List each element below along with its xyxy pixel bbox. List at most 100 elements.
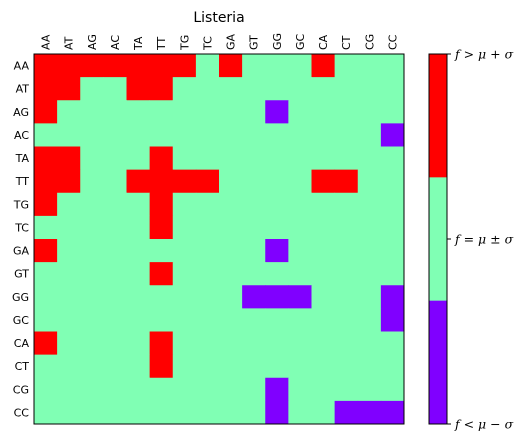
heatmap-cell-CG-AA	[34, 377, 58, 402]
heatmap-cell-CC-CC	[380, 400, 405, 425]
x-tick-label-GG: GG	[271, 33, 284, 50]
colorbar-label-low: f < μ − σ	[454, 417, 514, 432]
heatmap-cell-GG-TG	[172, 285, 197, 309]
heatmap-cell-GC-TC	[195, 308, 220, 332]
heatmap-cell-AA-CA	[311, 54, 336, 78]
heatmap-cell-GG-AG	[80, 285, 104, 309]
heatmap-cell-CT-CG	[357, 354, 382, 379]
y-tick-label-AA: AA	[14, 60, 30, 73]
heatmap-cell-TA-GA	[219, 146, 243, 171]
x-tick-label-TC: TC	[201, 36, 214, 51]
chart-title: Listeria	[193, 10, 244, 26]
heatmap-cell-GT-AA	[34, 262, 58, 286]
heatmap-cell-AA-TA	[126, 54, 151, 78]
heatmap-cell-CT-GG	[265, 354, 289, 379]
heatmap-cell-AC-GT	[242, 123, 266, 147]
plot-frame	[33, 53, 405, 425]
heatmap-cell-CG-CC	[380, 377, 405, 402]
heatmap-cell-CA-CT	[334, 331, 359, 356]
heatmap-cell-CT-TG	[172, 354, 197, 379]
heatmap-cell-GC-AA	[34, 308, 58, 332]
heatmap-cell-AC-AG	[80, 123, 104, 147]
heatmap-cell-CT-AG	[80, 354, 104, 379]
heatmap-cell-CA-TA	[126, 331, 151, 356]
y-tick-labels: AA AT AG AC TA TT TG TC GA GT GG GC CA CT CG CC	[12, 60, 30, 420]
heatmap-cell-GT-GT	[242, 262, 266, 286]
heatmap-cell-AA-AC	[103, 54, 127, 78]
heatmap-cell-AA-AG	[80, 54, 104, 78]
heatmap-cell-AG-CA	[311, 100, 336, 124]
heatmap-cell-GA-CA	[311, 239, 336, 263]
heatmap-cell-AT-TA	[126, 77, 151, 101]
heatmap-cell-TT-AC	[103, 169, 127, 194]
heatmap-cell-GT-GA	[219, 262, 243, 286]
heatmap-cell-CT-CC	[380, 354, 405, 379]
heatmap-cell-AT-GG	[265, 77, 289, 101]
heatmap-cell-GG-GT	[242, 285, 266, 309]
heatmap-cell-TC-AC	[103, 215, 127, 240]
heatmap-cell-AG-GG	[265, 100, 289, 124]
heatmap-cell-AT-TT	[149, 77, 174, 101]
heatmap-cell-TC-CA	[311, 215, 336, 240]
heatmap-cell-GC-AC	[103, 308, 127, 332]
heatmap-cell-AC-TT	[149, 123, 174, 147]
heatmap-cell-TG-TT	[149, 192, 174, 217]
heatmap-cell-AC-CC	[380, 123, 405, 147]
heatmap-cell-TT-CA	[311, 169, 336, 194]
heatmap-cell-TT-CT	[334, 169, 359, 194]
heatmap-cell-GT-GG	[265, 262, 289, 286]
y-tick-label-CT: CT	[15, 360, 30, 373]
heatmap-cell-CT-TT	[149, 354, 174, 379]
heatmap-cell-TA-GC	[288, 146, 312, 171]
heatmap-cell-TA-CA	[311, 146, 336, 171]
heatmap-cell-TC-GG	[265, 215, 289, 240]
heatmap-cell-CC-CA	[311, 400, 336, 425]
heatmap-cell-CG-GC	[288, 377, 312, 402]
heatmap-cell-AA-CC	[380, 54, 405, 78]
heatmap-cell-GT-CC	[380, 262, 405, 286]
heatmap-cell-AA-GA	[219, 54, 243, 78]
y-tick-label-AC: AC	[14, 129, 29, 142]
heatmap-cell-TT-CG	[357, 169, 382, 194]
heatmap-cell-AT-GC	[288, 77, 312, 101]
heatmap-cell-AG-GT	[242, 100, 266, 124]
heatmap-cell-TT-CC	[380, 169, 405, 194]
heatmap-cell-GT-CT	[334, 262, 359, 286]
heatmap-cell-GC-GC	[288, 308, 312, 332]
heatmap-cell-TA-TG	[172, 146, 197, 171]
heatmap-cell-TG-TC	[195, 192, 220, 217]
heatmap-cell-AA-TC	[195, 54, 220, 78]
heatmap-cell-CG-GG	[265, 377, 289, 402]
heatmap-cell-CT-CA	[311, 354, 336, 379]
heatmap-cell-GA-CC	[380, 239, 405, 263]
heatmap-cell-TT-TT	[149, 169, 174, 194]
heatmap-cell-GC-CT	[334, 308, 359, 332]
heatmap-cell-AC-TA	[126, 123, 151, 147]
heatmap-cell-CT-TC	[195, 354, 220, 379]
heatmap-cell-TT-GT	[242, 169, 266, 194]
y-tick-label-GA: GA	[13, 245, 30, 258]
heatmap-cell-GT-AC	[103, 262, 127, 286]
heatmap-cell-GG-AA	[34, 285, 58, 309]
heatmap-cell-GA-AT	[57, 239, 81, 263]
heatmap-cell-AA-TG	[172, 54, 197, 78]
heatmap-cell-AT-AA	[34, 77, 58, 101]
colorbar-label-high: f > μ + σ	[454, 47, 514, 62]
heatmap-cell-CA-AA	[34, 331, 58, 356]
heatmap-cell-AT-AT	[57, 77, 81, 101]
heatmap-cell-CC-TT	[149, 400, 174, 425]
y-tick-label-TA: TA	[15, 152, 30, 165]
heatmap-cell-CC-GC	[288, 400, 312, 425]
heatmap-cell-TA-TC	[195, 146, 220, 171]
heatmap-cell-CA-AC	[103, 331, 127, 356]
y-tick-label-TT: TT	[15, 175, 30, 188]
heatmap-cell-TC-AT	[57, 215, 81, 240]
y-tick-label-TC: TC	[14, 221, 29, 234]
heatmap-cell-TC-CG	[357, 215, 382, 240]
heatmap-cell-TC-AG	[80, 215, 104, 240]
heatmap-cell-TC-TA	[126, 215, 151, 240]
heatmap-cell-TG-TA	[126, 192, 151, 217]
heatmap-cell-AT-AG	[80, 77, 104, 101]
heatmap-cell-AC-TG	[172, 123, 197, 147]
heatmap-cell-TA-CG	[357, 146, 382, 171]
